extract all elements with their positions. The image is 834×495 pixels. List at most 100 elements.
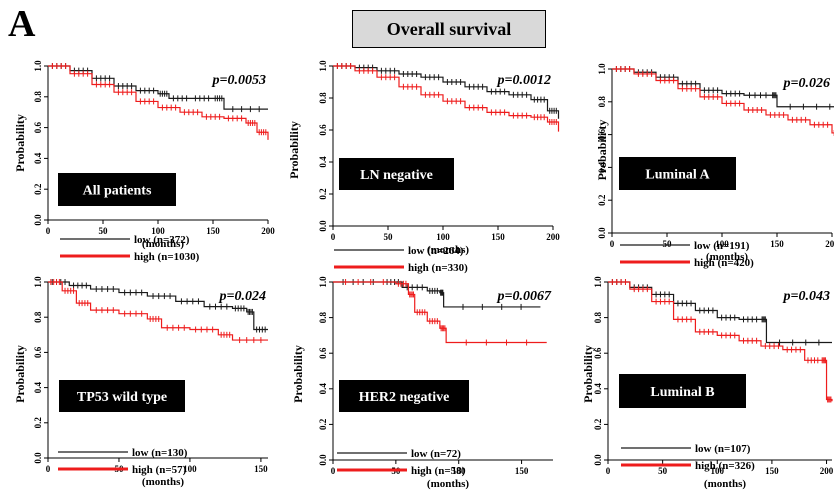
subset-label: HER2 negative (359, 390, 450, 405)
km-panel-4: 0501001500.00.20.40.60.81.0(months)Proba… (13, 276, 268, 488)
x-tick-label: 100 (452, 466, 466, 476)
x-tick-label: 50 (99, 226, 109, 236)
legend-label-low: low (n=107) (695, 443, 751, 455)
y-tick-label: 0.4 (318, 383, 328, 395)
y-tick-label: 0.4 (318, 156, 328, 168)
legend: low (n=191) high (n=420) (620, 240, 754, 269)
legend: low (n=372) high (n=1030) (60, 234, 200, 263)
series-line-high (48, 281, 268, 341)
x-tick-label: 0 (606, 466, 611, 476)
series-line-low (333, 65, 560, 119)
legend-label-high: high (n=57) (132, 464, 187, 476)
x-tick-label: 0 (331, 232, 336, 242)
x-tick-label: 0 (610, 239, 615, 249)
x-tick-label: 50 (658, 466, 668, 476)
legend: low (n=107) high (n=326) (621, 443, 755, 472)
x-tick-label: 100 (151, 226, 165, 236)
series-line-high (333, 65, 560, 132)
y-tick-label: 0.2 (33, 417, 43, 429)
x-tick-label: 150 (206, 226, 220, 236)
x-tick-label: 150 (515, 466, 529, 476)
x-tick-label: 0 (331, 466, 336, 476)
subset-label: TP53 wild type (77, 390, 167, 405)
legend-label-high: high (n=420) (694, 257, 754, 269)
p-value: p=0.0012 (497, 73, 551, 88)
x-axis-title: (months) (142, 238, 185, 250)
y-tick-label: 0.4 (597, 161, 607, 173)
x-tick-label: 100 (183, 464, 197, 474)
y-tick-label: 0.0 (318, 454, 328, 466)
y-tick-label: 0.6 (33, 346, 43, 358)
y-tick-label: 0.2 (318, 188, 328, 200)
y-tick-label: 0.4 (33, 152, 43, 164)
y-tick-label: 0.6 (318, 124, 328, 136)
y-tick-label: 0.2 (33, 183, 43, 195)
p-value: p=0.024 (219, 289, 266, 304)
subset-label-box (58, 173, 176, 206)
y-tick-label: 1.0 (593, 276, 603, 288)
y-tick-label: 0.8 (318, 92, 328, 104)
km-panel-2: 0 50 100 150 200 0.0 0.2 0.4 0.6 0.8 1.0 (months) Pr… (287, 60, 560, 274)
km-panel-5: 0501001500.00.20.40.60.81.0(months)Proba… (291, 276, 553, 490)
y-tick-label: 0.8 (593, 311, 603, 323)
subset-label: All patients (83, 184, 152, 199)
p-value: p=0.0067 (497, 289, 552, 304)
figure-title: Overall survival (352, 10, 546, 48)
p-value: p=0.043 (783, 289, 830, 304)
subset-label-box (59, 380, 185, 412)
legend-label-low: low (n=372) (134, 234, 190, 246)
subset-label: Luminal A (645, 168, 710, 183)
series-line-low (48, 281, 268, 331)
x-axis-title: (months) (427, 478, 470, 490)
x-tick-label: 200 (820, 466, 834, 476)
x-tick-label: 0 (46, 226, 51, 236)
x-tick-label: 50 (384, 232, 394, 242)
subset-label-box (619, 374, 746, 408)
x-tick-label: 200 (825, 239, 834, 249)
km-panel-6: 0 50 100 150 200 0.0 0.2 0.4 0.6 0.8 1.0 (months) Pr… (581, 276, 834, 490)
y-tick-label: 0.6 (318, 347, 328, 359)
x-tick-label: 150 (770, 239, 784, 249)
p-value: p=0.026 (783, 76, 830, 91)
y-axis-title: Probability (287, 121, 301, 179)
x-tick-label: 200 (261, 226, 275, 236)
y-tick-label: 0.6 (593, 347, 603, 359)
y-tick-label: 0.6 (597, 128, 607, 140)
x-axis-title: (months) (706, 251, 749, 263)
legend-label-high: high (n=330) (408, 262, 468, 274)
subset-label: LN negative (360, 168, 433, 183)
x-tick-label: 0 (46, 464, 51, 474)
legend: low (n=72) high (n=58) (337, 448, 466, 477)
y-axis-title: Probability (291, 345, 305, 403)
legend-label-low: low (n=191) (694, 240, 750, 252)
km-panel-3: 0 50 100 150 200 0.0 0.2 0.4 0.6 0.8 1.0 (months) Pr… (595, 63, 834, 269)
y-tick-label: 1.0 (33, 276, 43, 288)
x-tick-label: 100 (436, 232, 450, 242)
figure-title-text: Overall survival (386, 18, 512, 39)
x-tick-label: 150 (254, 464, 268, 474)
y-tick-label: 1.0 (33, 60, 43, 72)
x-axis-title: (months) (427, 244, 470, 256)
legend: low (n=130) high (n=57) (58, 447, 188, 476)
y-tick-label: 1.0 (318, 276, 328, 288)
subset-label-box (619, 157, 736, 190)
y-tick-label: 0.0 (33, 452, 43, 464)
y-tick-label: 0.4 (33, 381, 43, 393)
legend: low (n=264) high (n=330) (334, 245, 468, 274)
series-line-high (612, 68, 834, 134)
subset-label: Luminal B (650, 385, 714, 400)
legend-label-low: low (n=130) (132, 447, 188, 459)
y-tick-label: 1.0 (318, 60, 328, 72)
legend-label-high: high (n=1030) (134, 251, 200, 263)
legend-label-high: high (n=58) (411, 465, 466, 477)
y-tick-label: 0.4 (593, 383, 603, 395)
x-axis-title: (months) (142, 476, 185, 488)
y-axis-title: Probabili ty (595, 120, 609, 181)
x-tick-label: 200 (546, 232, 560, 242)
x-tick-label: 100 (715, 239, 729, 249)
legend-label-low: low (n=72) (411, 448, 461, 460)
y-tick-label: 1.0 (597, 63, 607, 75)
series-line-high (48, 65, 269, 140)
y-tick-label: 0.2 (593, 418, 603, 430)
y-tick-label: 0.2 (318, 418, 328, 430)
